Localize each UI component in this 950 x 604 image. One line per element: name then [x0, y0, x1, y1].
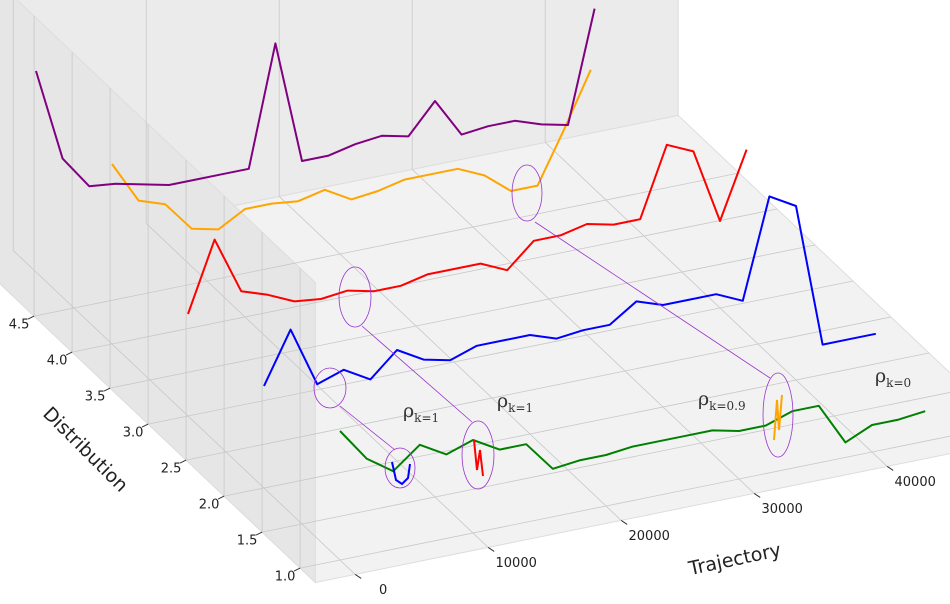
x-tick-label: 10000	[496, 556, 537, 571]
highlight-segment	[473, 439, 484, 477]
panes	[0, 0, 950, 584]
annotation-symbol: ρ	[875, 365, 886, 387]
grid-line	[110, 244, 816, 389]
connector	[339, 405, 396, 451]
y-tick-label: 4.5	[9, 318, 30, 333]
series-line	[339, 404, 926, 473]
y-tick-mark	[255, 531, 263, 536]
annotation: ρk=1	[403, 400, 439, 425]
y-tick-label: 2.0	[199, 498, 220, 513]
grid-line	[544, 142, 888, 467]
highlight-segment	[391, 461, 411, 486]
x-tick-label: 40000	[895, 475, 936, 490]
x-tick-mark	[753, 492, 761, 498]
grid	[12, 0, 950, 575]
y-tick-label: 3.0	[123, 426, 144, 441]
y-axis-label: Distribution	[38, 403, 132, 497]
y-tick-mark	[179, 459, 187, 464]
annotation-subscript: k=0.9	[709, 399, 745, 413]
y-tick-label: 2.5	[161, 462, 182, 477]
series-line	[187, 143, 748, 315]
highlight-circle	[384, 447, 416, 489]
highlight-circle	[511, 164, 543, 222]
y-tick-mark	[27, 315, 35, 320]
y-tick-label: 1.5	[237, 534, 258, 549]
grid-line	[186, 316, 892, 461]
x-axis-label: Trajectory	[686, 539, 783, 580]
highlight-circle	[338, 266, 372, 328]
y-tick-mark	[141, 423, 149, 428]
x-tick-label: 20000	[629, 529, 670, 544]
lines	[35, 8, 926, 473]
annotation: ρk=1	[497, 390, 533, 415]
series-line	[111, 69, 592, 231]
annotation-symbol: ρ	[403, 400, 414, 422]
grid-line	[12, 250, 356, 575]
connector	[361, 325, 473, 423]
highlight-circle	[762, 372, 794, 458]
x-tick-mark	[487, 546, 495, 552]
annotation: ρk=0.9	[698, 388, 746, 413]
y-tick-label: 3.5	[85, 390, 106, 405]
x-tick-label: 0	[379, 583, 387, 598]
annotation-subscript: k=0	[886, 376, 911, 390]
grid-line	[148, 280, 854, 425]
annotation-symbol: ρ	[698, 388, 709, 410]
x-tick-mark	[620, 519, 628, 525]
y-tick-mark	[103, 387, 111, 392]
series-line	[35, 8, 596, 188]
series-line	[263, 195, 876, 387]
y-tick-mark	[293, 567, 301, 572]
grid-line	[278, 196, 622, 521]
highlight-segment	[773, 394, 783, 441]
labels: 0 10000 20000 30000 40000 1.0 1.5 2.0 2.5 3.0 3.5 4…	[9, 315, 936, 598]
grid-line	[145, 223, 489, 548]
x-tick-mark	[354, 573, 362, 579]
highlight-circle	[461, 420, 495, 490]
grid-line	[34, 172, 740, 317]
y-tick-label: 4.0	[47, 354, 68, 369]
grid-line	[262, 392, 950, 533]
y-tick-mark	[65, 351, 73, 356]
x-tick-mark	[886, 465, 894, 471]
connector	[534, 221, 771, 379]
annotation: ρk=0	[875, 365, 911, 390]
annotation-subscript: k=1	[508, 401, 533, 415]
grid-line	[72, 208, 778, 353]
annotation-subscript: k=1	[414, 411, 439, 425]
y-tick-mark	[217, 495, 225, 500]
highlight-circle	[313, 367, 347, 409]
x-tick-label: 30000	[762, 502, 803, 517]
annotation-marks	[313, 164, 794, 490]
annotation-symbol: ρ	[497, 390, 508, 412]
grid-line	[411, 169, 755, 494]
y-tick-label: 1.0	[275, 570, 296, 585]
grid-line	[224, 352, 930, 497]
grid-line	[300, 435, 950, 569]
